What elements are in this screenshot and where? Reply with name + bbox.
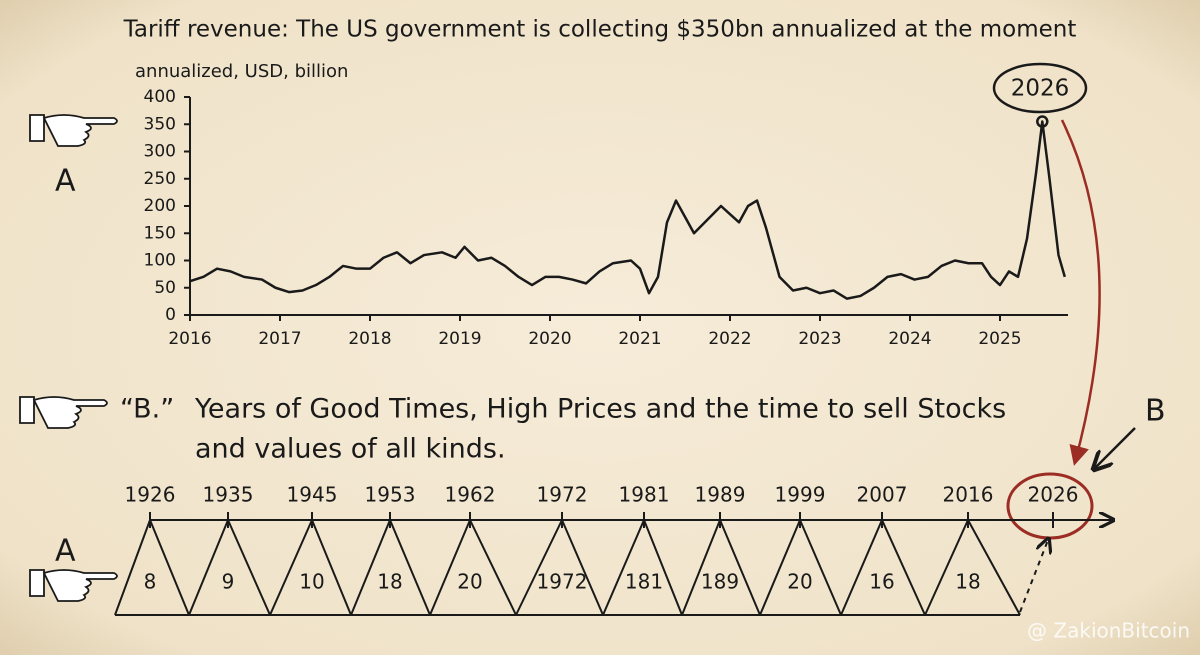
x-tick-label: 2020	[528, 329, 571, 349]
timeline-year: 1953	[365, 483, 416, 507]
timeline-year: 1935	[203, 483, 254, 507]
cycle-triangle	[114, 517, 190, 616]
timeline-year: 1962	[445, 483, 496, 507]
y-tick-label: 100	[144, 251, 176, 271]
peak-circle	[992, 62, 1088, 114]
hand-pointer	[29, 114, 118, 147]
timeline-year: 2016	[943, 483, 994, 507]
watermark: @ ZakionBitcoin	[1027, 619, 1190, 643]
y-tick-label: 150	[144, 223, 176, 243]
connector-arrow	[1060, 119, 1101, 466]
cycle-triangle	[924, 517, 1021, 616]
hand-pointer	[19, 396, 108, 429]
cycle-label: 20	[787, 570, 812, 594]
x-tick-label: 2025	[978, 329, 1021, 349]
cycle-label: 8	[144, 570, 157, 594]
x-tick-label: 2016	[168, 329, 211, 349]
y-tick-label: 0	[165, 305, 176, 325]
y-axis-label: annualized, USD, billion	[135, 61, 348, 82]
timeline-year: 1945	[287, 483, 338, 507]
peak-label: 2026	[1011, 76, 1070, 102]
peak-marker	[1036, 115, 1049, 128]
y-tick-label: 400	[144, 87, 176, 107]
x-tick-label: 2021	[618, 329, 661, 349]
cycle-label: 189	[701, 570, 739, 594]
y-tick-label: 200	[144, 196, 176, 216]
timeline-year: 2026	[1028, 483, 1079, 507]
x-tick-label: 2017	[258, 329, 301, 349]
y-tick-label: 50	[154, 278, 176, 298]
x-tick-label: 2023	[798, 329, 841, 349]
y-tick-label: 350	[144, 114, 176, 134]
marker-a: A	[55, 534, 76, 569]
y-tick-label: 250	[144, 169, 176, 189]
cycle-label: 10	[299, 570, 324, 594]
cycle-label: 9	[222, 570, 235, 594]
cycle-label: 18	[377, 570, 402, 594]
cycle-triangle	[429, 517, 517, 616]
b-text: and values of all kinds.	[195, 434, 506, 465]
cycle-triangle	[350, 517, 431, 616]
x-tick-label: 2024	[888, 329, 931, 349]
marker-a: A	[55, 164, 76, 199]
cycle-label: 16	[869, 570, 894, 594]
x-tick-label: 2019	[438, 329, 481, 349]
cycle-triangle	[602, 517, 683, 616]
marker-b: B	[1145, 394, 1166, 429]
y-tick-label: 300	[144, 142, 176, 162]
cycle-triangle	[681, 517, 761, 616]
timeline-year: 1981	[619, 483, 670, 507]
projection-arrow	[1019, 540, 1048, 613]
cycle-label: 181	[625, 570, 663, 594]
timeline-year: 2007	[857, 483, 908, 507]
data-line	[189, 120, 1067, 300]
chart-title: Tariff revenue: The US government is col…	[123, 17, 1077, 43]
cycle-triangle	[515, 517, 604, 616]
cycle-triangle	[269, 517, 352, 616]
cycle-triangle	[188, 517, 271, 616]
cycle-label: 20	[457, 570, 482, 594]
timeline-year: 1972	[537, 483, 588, 507]
cycle-label: 18	[955, 570, 980, 594]
timeline-year: 1989	[695, 483, 746, 507]
x-tick-label: 2018	[348, 329, 391, 349]
timeline-year: 1999	[775, 483, 826, 507]
b-text: Years of Good Times, High Prices and the…	[194, 394, 1006, 425]
cycle-triangle	[840, 517, 926, 616]
timeline-year: 1926	[125, 483, 176, 507]
x-tick-label: 2022	[708, 329, 751, 349]
b-arrow	[1095, 427, 1136, 468]
hand-pointer	[29, 569, 118, 602]
cycle-label: 1972	[537, 570, 588, 594]
b-heading: “B.”	[120, 394, 174, 425]
cycle-triangle	[759, 517, 842, 616]
